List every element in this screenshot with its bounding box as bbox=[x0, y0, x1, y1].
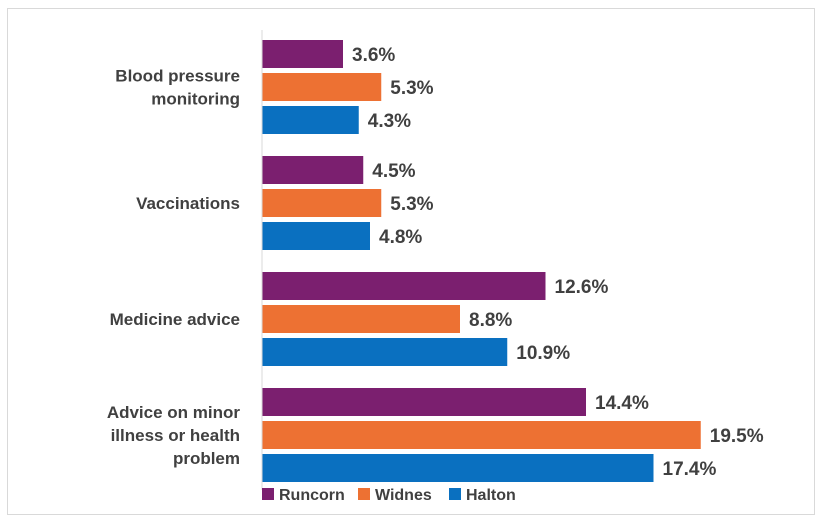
value-label-halton: 4.8% bbox=[379, 227, 422, 248]
value-label-halton: 4.3% bbox=[368, 111, 411, 132]
value-labels: 3.6% 5.3% 4.3% 4.5% 5.3% 4.8% 12.6% 8.8%10.9% 14… bbox=[352, 45, 764, 480]
bar-halton bbox=[262, 106, 359, 134]
category-label: Advice on minor illness or health problem bbox=[107, 403, 241, 468]
bar-halton bbox=[262, 454, 654, 482]
value-label-halton: 17.4% bbox=[663, 459, 717, 480]
value-label-runcorn: 12.6% bbox=[555, 277, 609, 298]
value-label-runcorn: 14.4% bbox=[595, 393, 649, 414]
value-label-widnes: 19.5% bbox=[710, 426, 764, 447]
bar-runcorn bbox=[262, 388, 586, 416]
value-label-runcorn: 3.6% bbox=[352, 45, 395, 66]
legend-swatch-halton bbox=[449, 488, 461, 500]
legend-label-widnes: Widnes bbox=[375, 487, 432, 504]
value-label-runcorn: 4.5% bbox=[372, 161, 415, 182]
bars bbox=[262, 40, 701, 482]
bar-runcorn bbox=[262, 40, 343, 68]
value-label-widnes: 5.3% bbox=[390, 194, 433, 215]
value-label-halton: 10.9% bbox=[516, 343, 570, 364]
bar-runcorn bbox=[262, 272, 546, 300]
bar-widnes bbox=[262, 421, 701, 449]
bar-runcorn bbox=[262, 156, 364, 184]
bar-widnes bbox=[262, 73, 382, 101]
category-label-line: illness or health bbox=[111, 426, 240, 445]
bar-widnes bbox=[262, 189, 382, 217]
legend-label-halton: Halton bbox=[466, 487, 516, 504]
legend-label-runcorn: Runcorn bbox=[279, 487, 345, 504]
value-label-widnes: 5.3% bbox=[390, 78, 433, 99]
category-label-line: Medicine advice bbox=[110, 310, 240, 329]
category-label-line: Blood pressure bbox=[115, 67, 240, 86]
bar-halton bbox=[262, 338, 508, 366]
category-label: Medicine advice bbox=[110, 310, 240, 329]
category-label: Vaccinations bbox=[136, 194, 240, 213]
legend: Runcorn Widnes Halton bbox=[262, 487, 516, 504]
value-label-widnes: 8.8% bbox=[469, 310, 512, 331]
legend-swatch-widnes bbox=[358, 488, 370, 500]
category-labels: Blood pressure monitoring Vaccinations Medi… bbox=[107, 67, 241, 469]
category-label-line: problem bbox=[173, 449, 240, 468]
bar-halton bbox=[262, 222, 370, 250]
bar-widnes bbox=[262, 305, 460, 333]
category-label: Blood pressure monitoring bbox=[115, 67, 240, 109]
legend-swatch-runcorn bbox=[262, 488, 274, 500]
category-label-line: Vaccinations bbox=[136, 194, 240, 213]
category-label-line: monitoring bbox=[151, 90, 240, 109]
category-label-line: Advice on minor bbox=[107, 403, 241, 422]
